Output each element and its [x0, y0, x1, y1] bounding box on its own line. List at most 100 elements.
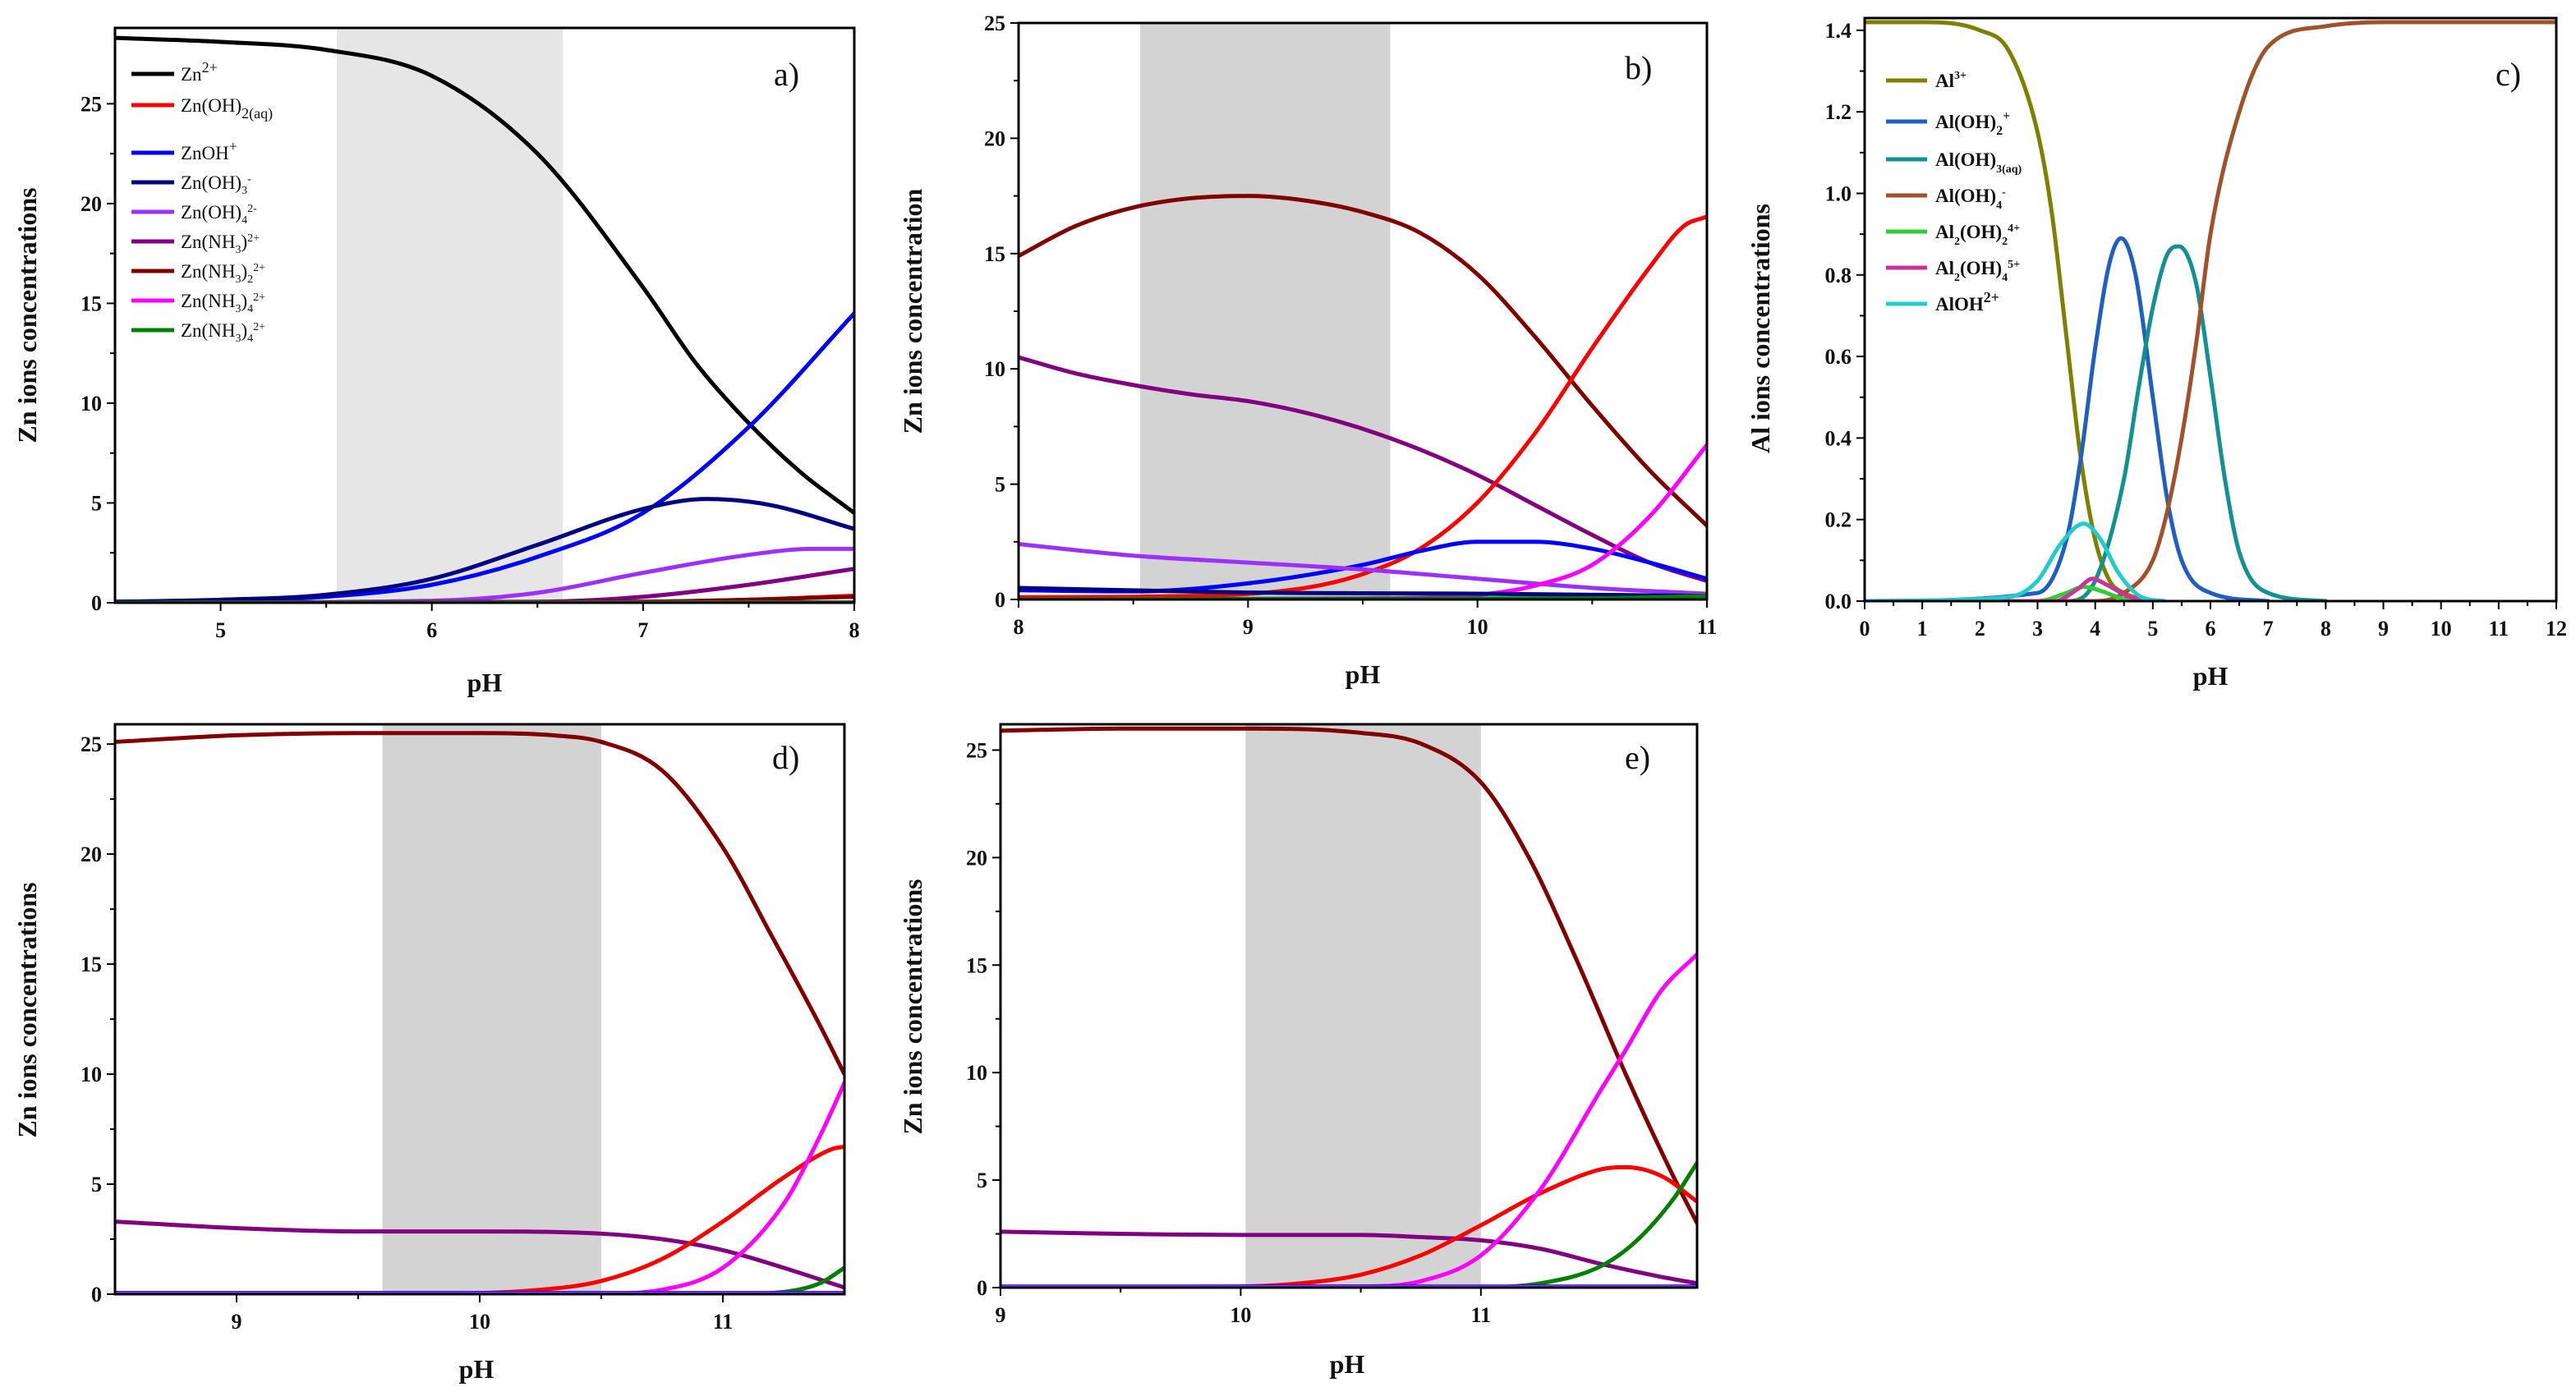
chart-panel-b: 8 9 10 11 0 5 10 15 20 25 pH Zn ions concentrati… — [898, 11, 1717, 689]
x-tick-label: 10 — [1467, 615, 1488, 639]
plot-frame — [1865, 18, 2556, 601]
x-tick-label: 10 — [469, 1310, 490, 1334]
panel-label: c) — [2496, 56, 2521, 93]
x-tick-label: 12 — [2546, 617, 2567, 641]
x-tick-label: 4 — [2090, 617, 2100, 641]
series-line-zn-oh-4-2- — [1019, 542, 1707, 596]
series-line-al3- — [1865, 20, 2155, 601]
y-tick-label: 25 — [80, 732, 102, 756]
y-tick-label: 15 — [984, 242, 1005, 266]
x-tick-label: 6 — [2206, 617, 2216, 641]
legend-item: ZnOH+ — [131, 138, 237, 163]
series-line-zn-oh-3- — [115, 497, 854, 603]
series-line-zn2- — [115, 35, 854, 516]
y-tick-label: 20 — [966, 846, 987, 870]
x-axis-title: pH — [467, 668, 503, 697]
x-tick-label: 9 — [1243, 615, 1254, 639]
x-tick-label: 6 — [426, 618, 437, 642]
series-line-zn-oh-3- — [1019, 585, 1707, 599]
series-line-zn-nh3-2- — [1000, 1229, 1697, 1286]
x-tick-label: 9 — [996, 1303, 1006, 1327]
chart-panel-c: 0 1 2 3 4 5 6 7 8 9 10 11 12 0.00.20.40.60.81.01.21.… — [1746, 16, 2567, 691]
chart-panel-d: 9 10 11 0 5 10 15 20 25 pH Zn ions concentratio… — [12, 723, 846, 1384]
shaded-region — [1245, 724, 1481, 1288]
series-line-zn-nh3-2- — [1019, 355, 1707, 584]
y-axis-title: Zn ions concentrations — [12, 187, 42, 443]
series-line-al-oh-3-aq- — [1865, 244, 2328, 601]
y-tick-label: 0.0 — [1825, 590, 1852, 613]
y-tick-label: 1.4 — [1825, 19, 1852, 43]
series-line-zn-nh3-2-2- — [115, 731, 844, 1077]
y-tick-label: 15 — [966, 953, 987, 977]
y-tick-label: 10 — [984, 357, 1005, 381]
shaded-region — [337, 28, 564, 603]
x-tick-label: 11 — [2489, 617, 2509, 641]
x-tick-label: 1 — [1917, 617, 1928, 641]
series-line-zn-nh3-2-2- — [1019, 194, 1707, 528]
y-tick-label: 25 — [984, 11, 1005, 35]
y-tick-label: 5 — [91, 1173, 102, 1196]
y-axis-title: Zn ions concentrations — [12, 882, 42, 1137]
y-tick-label: 0 — [91, 591, 102, 615]
series-line-al2-oh-4-5- — [1865, 576, 2155, 601]
x-tick-label: 3 — [2032, 617, 2043, 641]
y-tick-label: 0.6 — [1825, 345, 1852, 369]
y-tick-label: 20 — [80, 192, 102, 216]
y-tick-label: 0 — [977, 1276, 987, 1300]
x-tick-label: 9 — [2378, 617, 2389, 641]
series-line-zn-nh3-2- — [115, 1219, 844, 1290]
y-tick-label: 1.0 — [1825, 181, 1852, 205]
panel-label: e) — [1625, 739, 1650, 776]
y-tick-label: 0.4 — [1825, 426, 1852, 450]
y-tick-label: 25 — [966, 738, 987, 762]
y-axis-title: Al ions concentrations — [1746, 204, 1775, 453]
y-tick-label: 0.2 — [1825, 508, 1852, 532]
y-tick-label: 10 — [80, 392, 102, 416]
y-tick-label: 10 — [966, 1061, 987, 1085]
chart-panel-a: 5 6 7 8 0 5 10 15 20 25 pH Zn ions concentration… — [12, 26, 860, 697]
y-tick-label: 5 — [91, 491, 102, 515]
y-axis-title: Zn ions concentration — [898, 188, 927, 434]
y-tick-label: 5 — [995, 473, 1005, 497]
series-line-al-oh-2- — [1865, 236, 2270, 601]
y-tick-label: 10 — [80, 1063, 102, 1086]
x-tick-label: 5 — [215, 618, 226, 642]
panel-label: a) — [774, 56, 799, 93]
x-tick-label: 7 — [637, 618, 648, 642]
x-tick-label: 0 — [1860, 617, 1870, 641]
x-tick-label: 9 — [232, 1310, 242, 1334]
x-tick-label: 8 — [1014, 615, 1024, 639]
series-line-zn-oh-2-aq- — [1019, 214, 1707, 599]
y-tick-label: 25 — [80, 92, 102, 116]
panel-label: d) — [772, 739, 799, 776]
x-tick-label: 5 — [2147, 617, 2158, 641]
y-tick-label: 15 — [80, 292, 102, 315]
y-tick-label: 0.8 — [1825, 264, 1852, 287]
x-tick-label: 11 — [713, 1310, 734, 1334]
y-axis-title: Zn ions concentrations — [898, 879, 927, 1134]
x-tick-label: 8 — [849, 618, 860, 642]
shaded-region — [1140, 23, 1391, 599]
y-tick-label: 5 — [977, 1169, 987, 1192]
x-tick-label: 7 — [2263, 617, 2274, 641]
y-tick-label: 1.2 — [1825, 100, 1852, 124]
x-axis-title: pH — [2193, 661, 2229, 691]
x-tick-label: 10 — [2431, 617, 2452, 641]
svg-text:ZnOH+: ZnOH+ — [181, 138, 237, 163]
shaded-region — [382, 724, 601, 1294]
x-tick-label: 11 — [1471, 1303, 1492, 1327]
x-tick-label: 10 — [1230, 1303, 1251, 1327]
chart-panel-e: 9 10 11 0 5 10 15 20 25 pH Zn ions concentratio… — [898, 723, 1699, 1379]
series-line-aloh2- — [1865, 521, 2167, 601]
legend-item: AlOH2+ — [1886, 289, 1999, 315]
y-tick-label: 20 — [984, 126, 1005, 150]
y-tick-label: 20 — [80, 843, 102, 866]
x-axis-title: pH — [1346, 659, 1381, 689]
x-tick-label: 8 — [2321, 617, 2331, 641]
x-axis-title: pH — [1330, 1349, 1365, 1379]
x-tick-label: 2 — [1975, 617, 1985, 641]
x-axis-title: pH — [459, 1354, 494, 1384]
series-line-zn-nh3-2-2- — [1000, 726, 1697, 1225]
panel-label: b) — [1625, 49, 1652, 86]
y-tick-label: 0 — [91, 1283, 102, 1306]
